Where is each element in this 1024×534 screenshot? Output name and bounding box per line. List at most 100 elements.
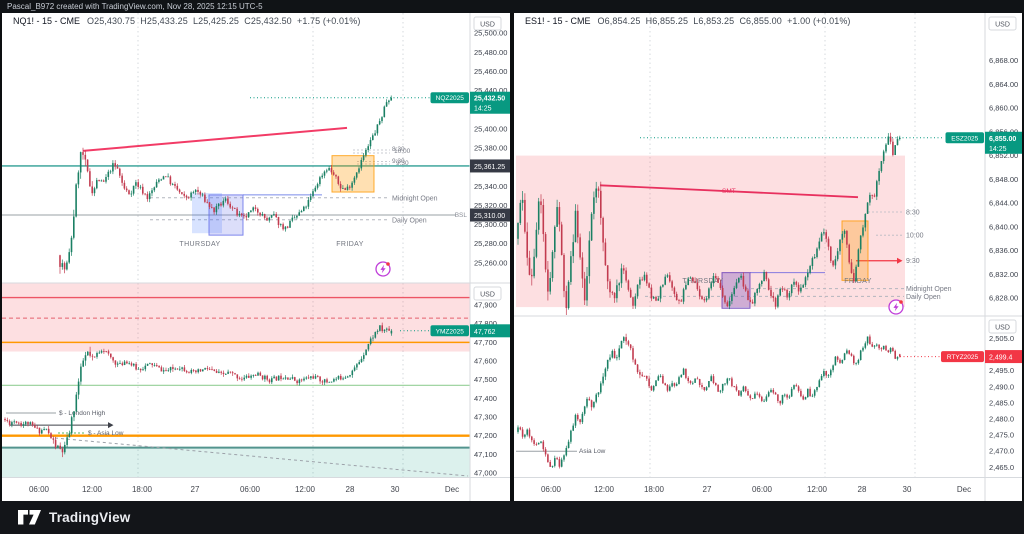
symbol-ohlc-nq: O25,430.75 H25,433.25 L25,425.25 C25,432… xyxy=(87,16,361,26)
bar-countdown: 14:25 xyxy=(989,146,1007,153)
time-tick: 18:00 xyxy=(644,485,665,494)
symbol-title-nq[interactable]: NQ1! - 15 - CME xyxy=(13,16,81,26)
badge-price: 47,762 xyxy=(474,329,496,336)
candles-es[interactable] xyxy=(517,132,901,315)
price-tick: 25,460.00 xyxy=(474,67,507,76)
series-name: ESZ2025 xyxy=(951,135,978,142)
highlight-box[interactable] xyxy=(841,220,869,281)
price-tick: 2,465.0 xyxy=(989,463,1014,472)
time-tick: 12:00 xyxy=(295,485,316,494)
candles-rty[interactable] xyxy=(517,333,901,469)
drawing-segment[interactable] xyxy=(82,126,348,152)
currency-label: USD xyxy=(480,22,495,29)
series-name-badge[interactable] xyxy=(941,351,984,363)
price-tick: 25,320.00 xyxy=(474,201,507,210)
session-label: SMT xyxy=(722,188,736,195)
currency-label: USD xyxy=(480,292,495,299)
series-name-badge[interactable] xyxy=(430,325,470,337)
symbol-header-nq: NQ1! - 15 - CME O25,430.75 H25,433.25 L25… xyxy=(13,16,360,26)
day-label: THURSDAY xyxy=(682,278,723,285)
time-tick: 30 xyxy=(903,485,912,494)
axis-labels-rty: 2,505.0 2,495.0 2,490.0 2,485.0 2,480.0 2,475… xyxy=(900,319,1022,472)
panel-left[interactable] xyxy=(2,13,510,501)
day-label: FRIDAY xyxy=(844,278,872,285)
symbol-title-es[interactable]: ES1! - 15 - CME xyxy=(525,16,591,26)
axis-labels-es: 6,868.006,864.006,860.006,856.006,852.00… xyxy=(640,16,1022,303)
tradingview-logo-icon[interactable] xyxy=(18,510,41,525)
badge-price: 25,361.25 xyxy=(474,164,505,171)
currency-box[interactable] xyxy=(988,16,1017,31)
last-price: 25,432.50 xyxy=(474,96,505,103)
drawing-segment[interactable] xyxy=(599,184,859,199)
series-name: YMZ2025 xyxy=(436,328,465,335)
session-label: 9:30 xyxy=(396,160,409,167)
currency-box[interactable] xyxy=(988,319,1017,334)
time-tick: 18:00 xyxy=(132,485,153,494)
session-vlines-right xyxy=(649,13,916,477)
candles-ym[interactable] xyxy=(4,322,393,458)
price-tick: 47,900 xyxy=(474,301,497,310)
time-axis-left[interactable]: 06:00 12:00 18:00 27 06:00 12:00 28 30 Dec xyxy=(29,485,459,494)
price-tick: 2,470.0 xyxy=(989,447,1014,456)
highlight-box[interactable] xyxy=(331,155,375,193)
level-label: Daily Open xyxy=(392,217,427,224)
price-axis-right[interactable] xyxy=(985,13,1022,501)
last-price-badge xyxy=(985,131,1022,154)
axis-labels-ym: 47,900 47,800 47,700 47,600 47,500 47,400 47,3… xyxy=(400,286,510,478)
price-tick: 47,600 xyxy=(474,357,497,366)
boost-lightning-icon[interactable] xyxy=(888,299,904,315)
price-tick: 6,868.00 xyxy=(989,56,1018,65)
attribution-bar: Pascal_B972 created with TradingView.com… xyxy=(0,0,1024,13)
time-tick: 06:00 xyxy=(29,485,50,494)
panel-right[interactable] xyxy=(514,13,1022,501)
level-label: Asia Low xyxy=(579,448,606,455)
boost-lightning-icon[interactable] xyxy=(375,261,391,277)
symbol-ohlc-es: O6,854.25 H6,855.25 L6,853.25 C6,855.00 … xyxy=(597,16,851,26)
session-vlines-left xyxy=(137,13,404,477)
price-tick: 6,864.00 xyxy=(989,80,1018,89)
time-tick: 12:00 xyxy=(807,485,828,494)
price-level-badge xyxy=(470,159,510,173)
time-tick: 12:00 xyxy=(594,485,615,494)
price-tick: 6,848.00 xyxy=(989,175,1018,184)
time-tick: 27 xyxy=(191,485,200,494)
series-name-badge[interactable] xyxy=(945,132,985,144)
chart-plot-ym[interactable]: $ - London High $ - Asia Low xyxy=(2,283,470,477)
zone xyxy=(2,283,470,352)
bar-countdown: 14:25 xyxy=(474,106,492,113)
footer-bar: TradingView xyxy=(0,501,1024,534)
symbol-header-es: ES1! - 15 - CME O6,854.25 H6,855.25 L6,85… xyxy=(525,16,851,26)
series-name-badge[interactable] xyxy=(430,92,470,104)
time-tick: 27 xyxy=(703,485,712,494)
price-tick: 25,340.00 xyxy=(474,182,507,191)
time-axis-right[interactable]: 06:00 12:00 18:00 27 06:00 12:00 28 30 Dec xyxy=(541,485,971,494)
badge-price: 2,499.4 xyxy=(989,355,1012,362)
currency-box[interactable] xyxy=(473,286,502,301)
brand-text[interactable]: TradingView xyxy=(49,510,131,525)
price-tick: 25,280.00 xyxy=(474,239,507,248)
time-tick: Dec xyxy=(957,485,971,494)
price-tick: 2,495.0 xyxy=(989,366,1014,375)
price-level-badge xyxy=(985,350,1022,364)
axis-labels-nq: 25,500.0025,480.0025,460.0025,440.0025,4… xyxy=(250,16,510,267)
arrow-head xyxy=(108,422,114,429)
level-label: $ - London High xyxy=(59,410,106,417)
price-tick: 2,485.0 xyxy=(989,398,1014,407)
time-tick: 30 xyxy=(391,485,400,494)
day-label: THURSDAY xyxy=(179,241,220,248)
candles-nq[interactable] xyxy=(59,95,392,274)
currency-label: USD xyxy=(995,325,1010,332)
last-price-badge xyxy=(470,91,510,114)
price-tick: 47,100 xyxy=(474,450,497,459)
price-tick: 25,380.00 xyxy=(474,144,507,153)
currency-box[interactable] xyxy=(473,16,502,31)
level-label: Midnight Open xyxy=(392,195,438,202)
level-label: Midnight Open xyxy=(906,286,952,293)
session-label: 8:30 xyxy=(392,146,405,153)
session-label: $ - Asia Low xyxy=(88,430,124,437)
price-tick: 6,828.00 xyxy=(989,294,1018,303)
price-tick: 2,480.0 xyxy=(989,415,1014,424)
price-tick: 25,400.00 xyxy=(474,124,507,133)
